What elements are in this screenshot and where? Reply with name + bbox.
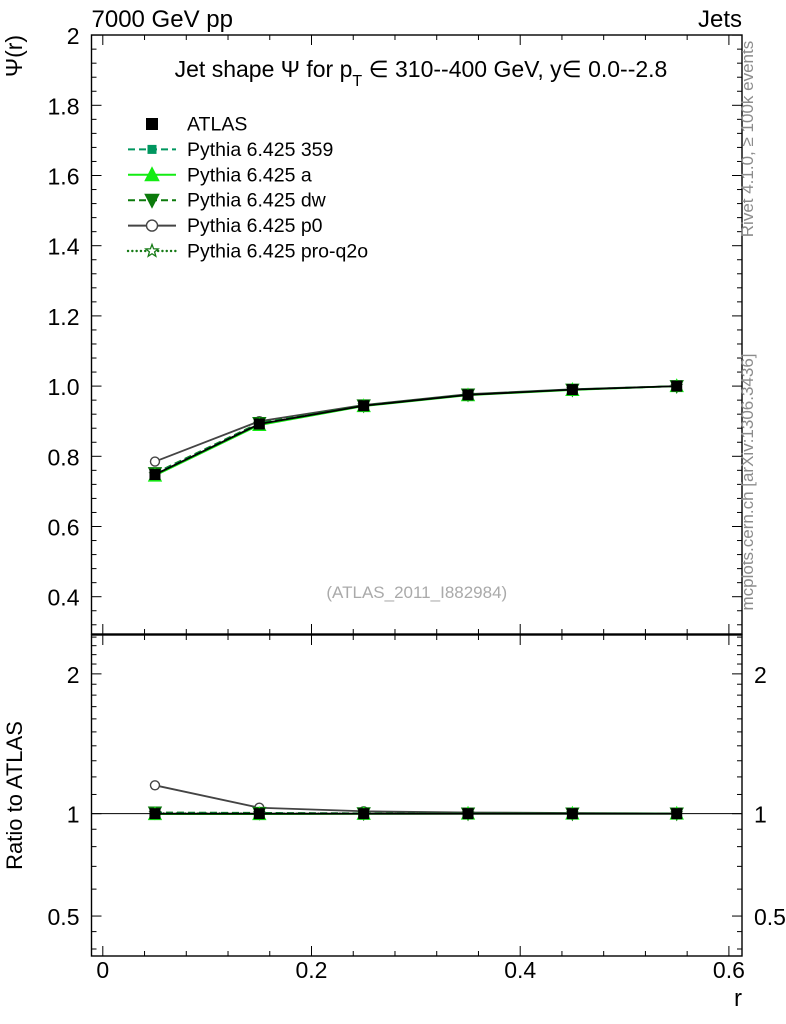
svg-text:Pythia 6.425 pro-q2o: Pythia 6.425 pro-q2o bbox=[187, 241, 368, 263]
svg-text:Pythia 6.425 359: Pythia 6.425 359 bbox=[187, 139, 333, 161]
svg-text:Pythia 6.425 dw: Pythia 6.425 dw bbox=[187, 190, 327, 212]
svg-text:Rivet 4.1.0, ≥ 100k events: Rivet 4.1.0, ≥ 100k events bbox=[738, 41, 757, 237]
svg-text:r: r bbox=[734, 985, 742, 1012]
svg-text:1.8: 1.8 bbox=[48, 93, 80, 119]
svg-text:Pythia 6.425 p0: Pythia 6.425 p0 bbox=[187, 215, 323, 237]
svg-text:0.2: 0.2 bbox=[296, 957, 328, 983]
svg-text:(ATLAS_2011_I882984): (ATLAS_2011_I882984) bbox=[326, 583, 507, 602]
svg-text:2: 2 bbox=[67, 662, 80, 688]
svg-text:0.6: 0.6 bbox=[713, 957, 745, 983]
svg-text:7000 GeV pp: 7000 GeV pp bbox=[92, 6, 233, 33]
svg-text:0.6: 0.6 bbox=[48, 515, 80, 541]
svg-text:Pythia 6.425 a: Pythia 6.425 a bbox=[187, 164, 312, 186]
svg-text:mcplots.cern.ch [arXiv:1306.34: mcplots.cern.ch [arXiv:1306.3436] bbox=[738, 353, 757, 610]
svg-text:ATLAS: ATLAS bbox=[187, 114, 247, 136]
svg-text:0.8: 0.8 bbox=[48, 444, 80, 470]
svg-text:Jet shape Ψ for pT ∈ 310--400: Jet shape Ψ for pT ∈ 310--400 GeV, y∈ 0.… bbox=[175, 56, 668, 90]
svg-text:0.5: 0.5 bbox=[754, 904, 786, 930]
svg-text:0.4: 0.4 bbox=[48, 585, 80, 611]
svg-text:1.6: 1.6 bbox=[48, 164, 80, 190]
svg-text:Jets: Jets bbox=[698, 6, 742, 33]
svg-text:2: 2 bbox=[754, 662, 767, 688]
svg-text:1: 1 bbox=[67, 802, 80, 828]
svg-text:1: 1 bbox=[754, 802, 767, 828]
svg-text:1.0: 1.0 bbox=[48, 374, 80, 400]
svg-text:2: 2 bbox=[67, 23, 80, 49]
svg-text:0.4: 0.4 bbox=[504, 957, 536, 983]
svg-text:0: 0 bbox=[96, 957, 109, 983]
svg-text:Ratio to ATLAS: Ratio to ATLAS bbox=[2, 721, 27, 870]
svg-text:1.4: 1.4 bbox=[48, 234, 80, 260]
svg-text:Ψ(r): Ψ(r) bbox=[1, 35, 27, 77]
svg-text:0.5: 0.5 bbox=[48, 904, 80, 930]
svg-text:1.2: 1.2 bbox=[48, 304, 80, 330]
